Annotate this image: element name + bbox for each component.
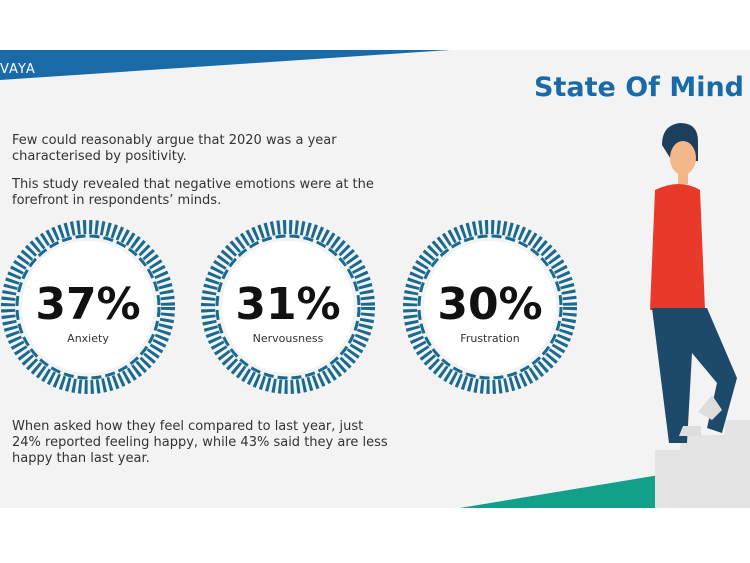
title: State Of Mind [534,72,744,103]
circles [1,220,577,394]
footer-text: When asked how they feel compared to las… [12,419,388,466]
stat-label: Frustration [460,332,520,345]
intro-text: Few could reasonably argue that 2020 was… [12,133,337,164]
stat-label: Nervousness [252,332,324,345]
stat-label: Anxiety [67,332,109,345]
slide-graphics [0,50,750,508]
person [650,123,737,443]
stat-value: 30% [437,279,543,330]
slide: VAYA State Of Mind Few could reasonably … [0,50,750,508]
stat-value: 31% [235,279,341,330]
intro-text: This study revealed that negative emotio… [12,177,374,208]
header-band [0,50,450,80]
stairs [655,420,750,508]
stat-value: 37% [35,279,141,330]
logo: VAYA [0,62,36,77]
